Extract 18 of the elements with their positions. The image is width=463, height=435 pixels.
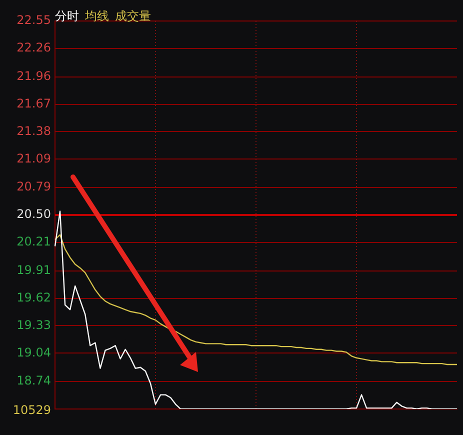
text: 10529 [12,403,51,417]
y-tick-label: 21.67 [16,96,51,110]
y-tick-label: 18.74 [16,374,51,388]
annotation: 成交量 [115,9,151,23]
y-tick-label: 21.96 [16,68,51,83]
y-tick-label: 22.26 [16,40,51,55]
y-tick-label: 22.55 [16,13,51,28]
y-tick-label: 21.38 [16,124,51,138]
text: 均线 [85,9,109,23]
y-tick-label: 19.91 [16,262,51,277]
y-tick-label: 20.50 [16,207,51,222]
y-tick-label: 20.21 [16,234,51,249]
y-tick-label: 19.04 [16,345,51,360]
y-tick-label: 20.79 [16,180,51,194]
y-tick-label: 19.62 [16,290,51,304]
text: 分时 [55,9,79,23]
y-tick-label: 19.33 [16,318,51,332]
y-tick-label: 21.09 [16,151,51,166]
